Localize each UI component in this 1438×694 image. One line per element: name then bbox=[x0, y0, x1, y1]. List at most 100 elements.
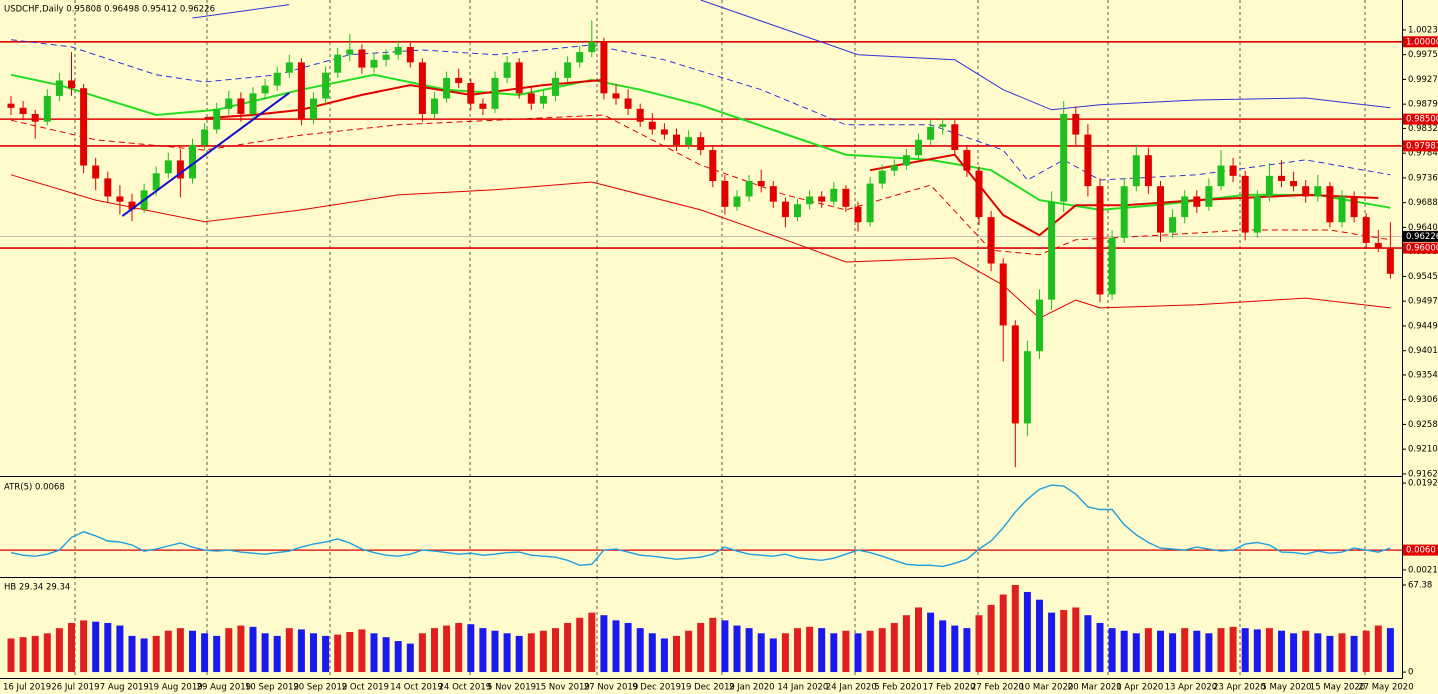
hb-bar bbox=[418, 633, 426, 673]
last-price-bg bbox=[1403, 230, 1438, 242]
candle-body bbox=[963, 150, 971, 171]
candle-body bbox=[1326, 186, 1334, 223]
x-tick-label: 16 Jul 2019 bbox=[3, 683, 51, 693]
hb-bar bbox=[733, 625, 741, 673]
candle-body bbox=[1193, 196, 1201, 207]
hb-bar bbox=[854, 633, 862, 673]
hb-bar bbox=[1060, 610, 1068, 673]
indicator-line bbox=[10, 174, 1391, 319]
hb-bar bbox=[612, 620, 620, 673]
hb-bar bbox=[152, 635, 160, 673]
panel-title: ATR(5) 0.0068 bbox=[4, 483, 65, 493]
candle-body bbox=[1132, 155, 1140, 187]
hb-bar bbox=[1253, 629, 1261, 673]
candle-body bbox=[588, 41, 596, 53]
candle-body bbox=[1217, 165, 1225, 187]
candle-body bbox=[297, 62, 305, 120]
hb-bar bbox=[201, 633, 209, 673]
candle-body bbox=[927, 126, 935, 140]
candle-body bbox=[1096, 186, 1104, 295]
hb-bar bbox=[19, 637, 27, 673]
hb-bar bbox=[745, 628, 753, 673]
x-tick-label: 26 Jul 2019 bbox=[51, 683, 99, 693]
hb-bar bbox=[1338, 633, 1346, 673]
candle-body bbox=[1023, 351, 1031, 424]
x-tick-label: 23 Apr 2020 bbox=[1213, 683, 1266, 693]
hb-bar bbox=[648, 633, 656, 673]
candle-body bbox=[527, 93, 535, 104]
hb-bar bbox=[261, 633, 269, 673]
hb-bar bbox=[600, 615, 608, 673]
candle-body bbox=[600, 41, 608, 94]
candle-body bbox=[854, 206, 862, 223]
hb-bar bbox=[915, 607, 922, 673]
candle-body bbox=[830, 188, 838, 202]
candle-body bbox=[116, 196, 124, 202]
hb-bar bbox=[1350, 635, 1358, 673]
candle-body bbox=[128, 201, 136, 210]
candle-body bbox=[721, 181, 729, 207]
candle-body bbox=[189, 144, 196, 179]
candle-body bbox=[515, 62, 523, 94]
hb-bar bbox=[467, 624, 475, 673]
candle-body bbox=[769, 186, 777, 202]
candle-body bbox=[539, 95, 547, 104]
candle-body bbox=[987, 217, 995, 264]
candle-body bbox=[176, 160, 184, 179]
hb-bar bbox=[1036, 599, 1043, 673]
hb-bar bbox=[685, 630, 693, 673]
hb-bar bbox=[1290, 633, 1298, 673]
hb-bar bbox=[878, 628, 886, 673]
hb-bar bbox=[68, 622, 75, 673]
hb-bar bbox=[1011, 585, 1019, 673]
x-tick-label: 5 Feb 2020 bbox=[874, 683, 922, 693]
y-tick-label: 0 bbox=[1408, 668, 1413, 678]
level-label-bg bbox=[1403, 36, 1438, 48]
candle-body bbox=[1350, 196, 1358, 218]
indicator-line bbox=[10, 73, 1391, 211]
candle-body bbox=[1036, 299, 1043, 352]
x-tick-label: 7 Aug 2019 bbox=[100, 683, 149, 693]
candle-body bbox=[1205, 186, 1213, 207]
y-tick-label: 0.0021 bbox=[1408, 565, 1438, 575]
hb-bar bbox=[624, 622, 632, 673]
hb-bar bbox=[370, 633, 378, 673]
candle-body bbox=[745, 181, 753, 197]
candle-body bbox=[491, 77, 499, 109]
y-tick-label: 0.91620 bbox=[1408, 469, 1438, 479]
candle-body bbox=[310, 98, 317, 120]
candle-body bbox=[576, 52, 584, 63]
candle-body bbox=[455, 77, 463, 84]
candle-body bbox=[1060, 113, 1068, 202]
hb-bar bbox=[503, 633, 511, 673]
hb-bar bbox=[1072, 607, 1080, 673]
hb-bar bbox=[636, 628, 644, 673]
x-tick-label: 29 Aug 2019 bbox=[197, 683, 251, 693]
hb-bar bbox=[1229, 626, 1237, 673]
candle-body bbox=[503, 62, 511, 78]
candle-body bbox=[68, 80, 75, 89]
x-tick-label: 24 Jan 2020 bbox=[826, 683, 877, 693]
candle-body bbox=[1181, 196, 1189, 218]
x-tick-label: 27 Nov 2019 bbox=[584, 683, 638, 693]
candle-body bbox=[939, 124, 947, 127]
candle-body bbox=[709, 150, 717, 182]
hb-bar bbox=[927, 612, 935, 673]
hb-bar bbox=[866, 630, 874, 673]
candle-body bbox=[915, 139, 922, 156]
hb-bar bbox=[1023, 591, 1031, 673]
hb-bar bbox=[189, 630, 196, 673]
hb-bar bbox=[818, 628, 826, 673]
candle-body bbox=[43, 95, 51, 122]
hb-bar bbox=[1386, 628, 1394, 673]
hb-bar bbox=[1120, 630, 1128, 673]
hb-bar bbox=[939, 620, 947, 673]
candle-body bbox=[733, 196, 741, 207]
